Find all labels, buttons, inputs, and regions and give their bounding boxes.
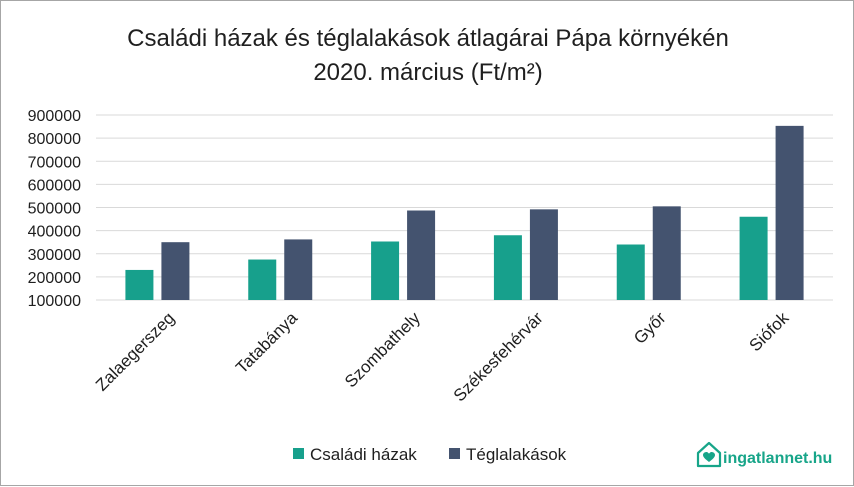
brand-logo: ingatlannet.hu bbox=[696, 441, 832, 468]
legend-label-teglalakasok: Téglalakások bbox=[466, 445, 567, 464]
x-tick-label: Tatabánya bbox=[232, 308, 301, 377]
y-tick-label: 400000 bbox=[28, 224, 81, 241]
x-tick-label: Siófok bbox=[746, 308, 793, 355]
bar-csaladi-hazak-4 bbox=[616, 244, 645, 300]
bar-csaladi-hazak-3 bbox=[493, 235, 522, 300]
bar-teglalakasok-2 bbox=[407, 210, 436, 300]
house-heart-icon bbox=[696, 441, 722, 468]
y-tick-label: 700000 bbox=[28, 154, 81, 171]
x-tick-label: Székesfehérvár bbox=[450, 308, 547, 405]
bar-teglalakasok-0 bbox=[161, 242, 190, 300]
x-tick-label: Győr bbox=[630, 308, 670, 348]
bar-teglalakasok-1 bbox=[284, 239, 313, 300]
legend-swatch-csaladi-hazak bbox=[293, 448, 304, 459]
y-tick-label: 100000 bbox=[28, 293, 81, 310]
chart-subtitle: 2020. március (Ft/m²) bbox=[313, 59, 542, 86]
y-tick-label: 200000 bbox=[28, 270, 81, 287]
y-tick-label: 900000 bbox=[28, 108, 81, 125]
y-tick-label: 600000 bbox=[28, 177, 81, 194]
x-tick-label: Szombathely bbox=[341, 308, 424, 391]
bar-csaladi-hazak-2 bbox=[371, 241, 400, 300]
x-tick-label: Zalaegerszeg bbox=[92, 308, 178, 394]
bar-csaladi-hazak-0 bbox=[125, 269, 154, 300]
y-tick-label: 500000 bbox=[28, 201, 81, 218]
bar-csaladi-hazak-5 bbox=[739, 216, 768, 300]
legend-label-csaladi-hazak: Családi házak bbox=[310, 445, 417, 464]
y-tick-label: 300000 bbox=[28, 247, 81, 264]
chart-title: Családi házak és téglalakások átlagárai … bbox=[127, 25, 729, 52]
brand-name: ingatlannet.hu bbox=[723, 450, 832, 467]
y-axis-ticks: 100000 200000 300000 400000 500000 600000 7000… bbox=[28, 108, 81, 310]
y-tick-label: 800000 bbox=[28, 131, 81, 148]
gridlines bbox=[96, 114, 833, 301]
bar-teglalakasok-4 bbox=[652, 206, 681, 300]
bar-teglalakasok-5 bbox=[775, 125, 804, 301]
legend-swatch-teglalakasok bbox=[449, 448, 460, 459]
bar-csaladi-hazak-1 bbox=[248, 259, 277, 300]
bar-teglalakasok-3 bbox=[529, 209, 558, 300]
legend: Családi házak Téglalakások bbox=[293, 445, 567, 464]
x-axis-labels: Zalaegerszeg Tatabánya Szombathely Székesfe… bbox=[92, 308, 793, 405]
bars bbox=[125, 125, 804, 301]
